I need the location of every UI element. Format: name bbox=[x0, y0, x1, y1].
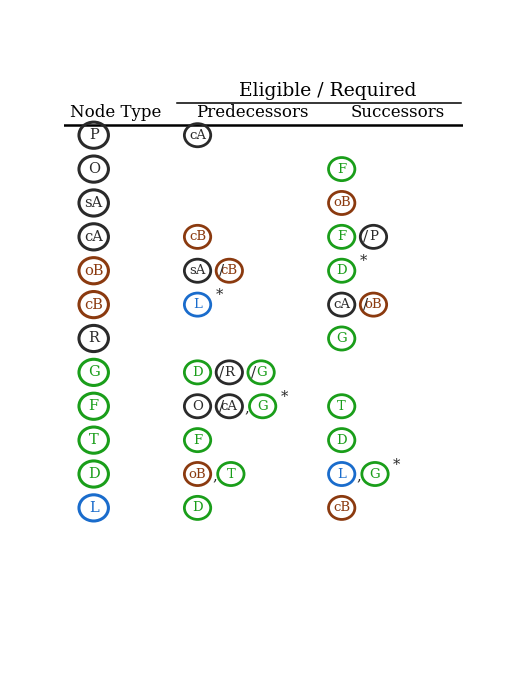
Text: ,: , bbox=[356, 469, 361, 484]
Text: /: / bbox=[219, 365, 224, 380]
Text: *: * bbox=[393, 458, 400, 472]
Text: /: / bbox=[219, 399, 224, 413]
Text: T: T bbox=[227, 467, 235, 481]
Text: O: O bbox=[88, 162, 100, 176]
Text: *: * bbox=[359, 254, 367, 269]
Text: /: / bbox=[251, 365, 256, 380]
Text: /: / bbox=[363, 298, 369, 312]
Text: T: T bbox=[89, 433, 99, 447]
Text: cB: cB bbox=[189, 231, 206, 244]
Text: oB: oB bbox=[333, 196, 351, 209]
Text: cA: cA bbox=[189, 129, 206, 142]
Text: T: T bbox=[337, 399, 346, 412]
Text: G: G bbox=[370, 467, 380, 481]
Text: P: P bbox=[89, 128, 99, 142]
Text: G: G bbox=[256, 366, 266, 379]
Text: oB: oB bbox=[84, 264, 103, 278]
Text: *: * bbox=[215, 289, 223, 302]
Text: R: R bbox=[88, 332, 99, 345]
Text: D: D bbox=[336, 434, 347, 447]
Text: L: L bbox=[337, 467, 346, 481]
Text: /: / bbox=[363, 230, 369, 244]
Text: D: D bbox=[88, 467, 100, 481]
Text: F: F bbox=[88, 399, 99, 413]
Text: P: P bbox=[369, 231, 378, 244]
Text: sA: sA bbox=[85, 196, 103, 210]
Text: Predecessors: Predecessors bbox=[195, 105, 308, 121]
Text: /: / bbox=[219, 264, 224, 278]
Text: *: * bbox=[281, 390, 288, 404]
Text: Eligible / Required: Eligible / Required bbox=[239, 82, 416, 101]
Text: R: R bbox=[224, 366, 234, 379]
Text: cA: cA bbox=[221, 399, 238, 412]
Text: F: F bbox=[193, 434, 202, 447]
Text: O: O bbox=[192, 399, 203, 412]
Text: Node Type: Node Type bbox=[70, 105, 162, 121]
Text: ,: , bbox=[212, 469, 217, 484]
Text: cB: cB bbox=[84, 298, 103, 312]
Text: L: L bbox=[193, 298, 202, 311]
Text: F: F bbox=[337, 163, 346, 176]
Text: F: F bbox=[337, 231, 346, 244]
Text: L: L bbox=[89, 501, 99, 515]
Text: sA: sA bbox=[189, 264, 206, 277]
Text: cA: cA bbox=[333, 298, 350, 311]
Text: G: G bbox=[258, 399, 268, 412]
Text: G: G bbox=[88, 365, 100, 380]
Text: D: D bbox=[192, 501, 203, 514]
Text: G: G bbox=[336, 332, 347, 345]
Text: oB: oB bbox=[364, 298, 382, 311]
Text: oB: oB bbox=[189, 467, 206, 481]
Text: ,: , bbox=[244, 402, 249, 416]
Text: D: D bbox=[336, 264, 347, 277]
Text: cB: cB bbox=[221, 264, 238, 277]
Text: Successors: Successors bbox=[351, 105, 445, 121]
Text: cB: cB bbox=[333, 501, 350, 514]
Text: D: D bbox=[192, 366, 203, 379]
Text: cA: cA bbox=[84, 230, 103, 244]
